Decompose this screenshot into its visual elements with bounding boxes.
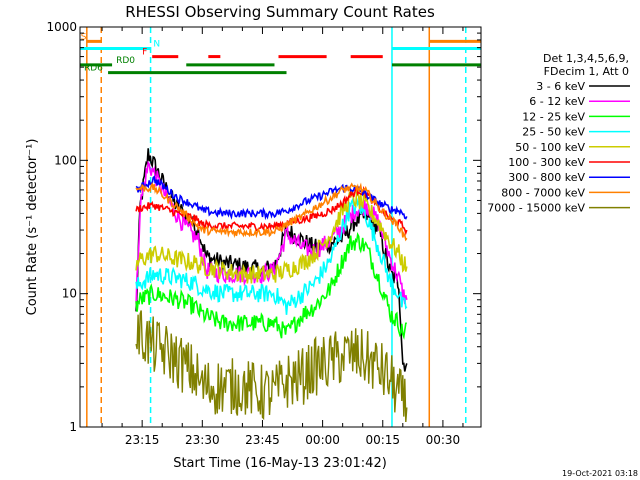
x-tick-label: 00:15 [365, 433, 400, 447]
x-tick-label: 23:30 [185, 433, 220, 447]
x-tick-label: 23:45 [245, 433, 280, 447]
x-tick-label: 23:15 [125, 433, 160, 447]
legend-label: 12 - 25 keV [522, 110, 585, 123]
legend: Det 1,3,4,5,6,9,FDecim 1, Att 0 3 - 6 keV… [487, 52, 630, 215]
legend-label: 7000 - 15000 keV [487, 202, 585, 215]
legend-header: FDecim 1, Att 0 [544, 65, 629, 78]
legend-label: 6 - 12 keV [529, 95, 585, 108]
y-tick-label: 100 [54, 153, 77, 167]
y-axis-label: Count Rate (s⁻¹ detector⁻¹) [25, 139, 40, 316]
status-label-n: N [153, 39, 160, 49]
series-line [135, 310, 408, 423]
legend-label: 300 - 800 keV [508, 171, 585, 184]
status-label-f: F [142, 48, 147, 58]
plot-area: S NF RD0 RD6 [80, 27, 481, 427]
status-label-rd6: RD6 [84, 64, 103, 74]
axis-ticks: 23:15 23:30 23:45 00:00 00:15 00:30 1 10 100 1000 [46, 20, 481, 447]
series-line [135, 185, 408, 236]
legend-label: 100 - 300 keV [508, 156, 585, 169]
y-tick-label: 1 [69, 420, 77, 434]
chart-title: RHESSI Observing Summary Count Rates [125, 3, 435, 21]
status-label-s: S [81, 32, 87, 42]
series-line [135, 231, 407, 340]
series-line [135, 189, 408, 284]
status-label-rd0: RD0 [116, 56, 135, 66]
legend-label: 3 - 6 keV [536, 80, 585, 93]
x-tick-label: 00:00 [305, 433, 340, 447]
legend-label: 25 - 50 keV [522, 126, 585, 139]
plot-frame [79, 26, 482, 428]
series-line [135, 182, 408, 242]
legend-label: 50 - 100 keV [515, 141, 585, 154]
x-tick-label: 00:30 [426, 433, 461, 447]
timestamp: 19-Oct-2021 03:18 [562, 469, 638, 478]
y-tick-label: 1000 [46, 20, 77, 34]
legend-label: 800 - 7000 keV [501, 186, 585, 199]
y-tick-label: 10 [62, 287, 77, 301]
x-axis-label: Start Time (16-May-13 23:01:42) [173, 456, 387, 471]
legend-header: Det 1,3,4,5,6,9, [543, 52, 629, 65]
